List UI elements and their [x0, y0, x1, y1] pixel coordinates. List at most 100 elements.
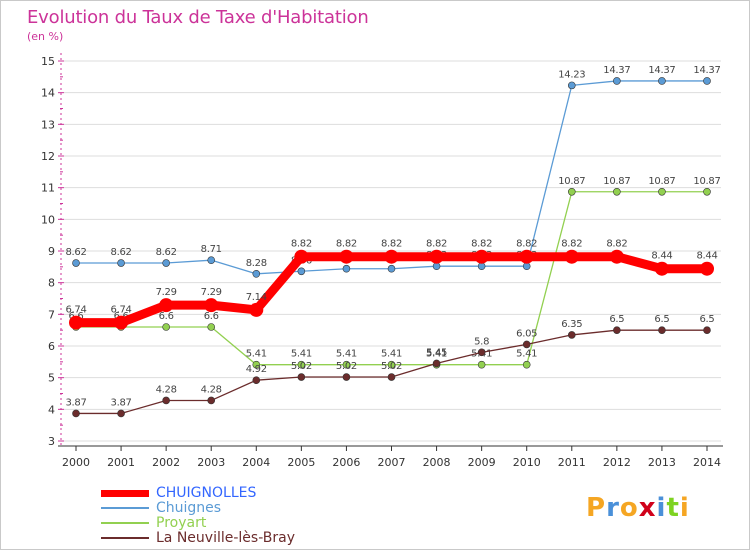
data-point-la-neuville-l-s-bray	[72, 409, 80, 418]
data-label-la-neuville-l-s-bray: 5.02	[381, 361, 402, 372]
logo-letter-r: r	[606, 493, 620, 523]
series-line-proyart	[75, 191, 708, 366]
y-tick-label-13: 13	[41, 118, 55, 131]
data-point-chuignes	[252, 269, 261, 278]
x-tick-label-2013: 2013	[648, 456, 676, 469]
data-point-la-neuville-l-s-bray	[162, 396, 170, 405]
data-point-la-neuville-l-s-bray	[703, 326, 711, 334]
data-point-chuignes	[613, 77, 621, 85]
data-point-proyart	[162, 323, 170, 331]
data-point-la-neuville-l-s-bray	[297, 373, 306, 381]
data-label-la-neuville-l-s-bray: 4.92	[246, 364, 267, 375]
data-point-la-neuville-l-s-bray	[252, 376, 261, 385]
data-point-la-neuville-l-s-bray	[117, 409, 125, 418]
data-point-proyart	[207, 323, 216, 331]
legend-swatch-chuignolles	[101, 490, 149, 497]
x-tick-label-2014: 2014	[693, 456, 721, 469]
data-point-chuignolles	[204, 298, 219, 313]
data-point-la-neuville-l-s-bray	[432, 359, 441, 368]
y-tick-label-9: 9	[48, 245, 55, 258]
data-label-chuignolles: 8.82	[561, 239, 582, 250]
data-point-chuignolles	[474, 249, 489, 264]
x-tick-label-2006: 2006	[332, 456, 360, 469]
data-label-chuignolles: 8.82	[291, 239, 312, 250]
data-point-chuignes	[207, 256, 216, 264]
data-label-proyart: 6.6	[159, 311, 174, 322]
logo-letter-x: x	[638, 493, 657, 523]
data-point-chuignolles	[69, 315, 83, 330]
data-point-chuignolles	[429, 249, 444, 264]
legend-label-chuignolles: CHUIGNOLLES	[156, 485, 257, 501]
data-label-proyart: 10.87	[648, 176, 675, 187]
data-point-chuignolles	[654, 261, 669, 276]
x-tick-label-2011: 2011	[558, 456, 586, 469]
data-point-chuignes	[432, 262, 441, 271]
logo-letter-i1: i	[656, 493, 667, 523]
data-point-chuignolles	[609, 249, 624, 264]
data-label-proyart: 10.87	[558, 176, 585, 187]
data-point-la-neuville-l-s-bray	[613, 326, 621, 334]
data-label-proyart: 5.41	[291, 349, 312, 360]
y-tick-label-10: 10	[41, 213, 55, 226]
chart-subtitle: (en %)	[27, 30, 64, 43]
data-label-la-neuville-l-s-bray: 6.5	[699, 314, 714, 325]
data-point-chuignolles	[249, 302, 264, 317]
data-point-chuignolles	[294, 249, 309, 264]
data-point-chuignolles	[700, 261, 714, 276]
data-point-la-neuville-l-s-bray	[567, 331, 576, 339]
data-label-chuignolles: 8.82	[606, 239, 627, 250]
data-point-chuignes	[522, 262, 531, 271]
data-label-proyart: 6.6	[204, 311, 219, 322]
data-point-chuignes	[72, 259, 80, 267]
data-point-proyart	[522, 360, 531, 369]
data-point-chuignolles	[114, 315, 129, 330]
data-label-la-neuville-l-s-bray: 5.45	[426, 347, 447, 358]
y-tick-label-7: 7	[48, 308, 55, 321]
y-tick-label-12: 12	[41, 150, 55, 163]
data-point-chuignolles	[384, 249, 399, 264]
x-tick-label-2012: 2012	[603, 456, 631, 469]
data-label-chuignolles: 8.82	[516, 239, 537, 250]
x-tick-label-2001: 2001	[107, 456, 135, 469]
data-label-proyart: 5.41	[336, 349, 357, 360]
x-tick-label-2000: 2000	[62, 456, 90, 469]
x-tick-label-2009: 2009	[468, 456, 496, 469]
data-point-chuignolles	[159, 298, 174, 313]
y-tick-label-5: 5	[48, 372, 55, 385]
data-label-la-neuville-l-s-bray: 4.28	[201, 384, 222, 395]
x-tick-label-2007: 2007	[378, 456, 406, 469]
data-point-proyart	[613, 187, 621, 196]
y-tick-label-4: 4	[48, 403, 55, 416]
data-point-chuignolles	[519, 249, 534, 264]
y-tick-label-11: 11	[41, 182, 55, 195]
data-point-chuignes	[703, 77, 711, 85]
data-label-chuignolles: 8.82	[471, 239, 492, 250]
data-label-chuignolles: 8.82	[336, 239, 357, 250]
data-label-proyart: 10.87	[603, 176, 630, 187]
data-label-la-neuville-l-s-bray: 5.8	[474, 336, 489, 347]
data-label-proyart: 5.41	[426, 349, 447, 360]
data-label-chuignolles: 8.82	[426, 239, 447, 250]
legend-label-la-neuville-les-bray: La Neuville-lès-Bray	[156, 530, 295, 546]
data-point-chuignes	[567, 81, 576, 90]
data-label-chuignolles: 8.44	[651, 251, 672, 262]
x-tick-label-2003: 2003	[197, 456, 225, 469]
data-label-chuignes: 14.37	[648, 65, 675, 76]
data-point-proyart	[252, 360, 261, 369]
x-tick-label-2004: 2004	[242, 456, 270, 469]
data-label-chuignolles: 7.29	[201, 287, 222, 298]
data-point-la-neuville-l-s-bray	[207, 396, 216, 405]
data-label-chuignes: 14.37	[603, 65, 630, 76]
data-label-chuignes: 8.28	[246, 258, 267, 269]
data-point-proyart	[658, 187, 666, 196]
data-label-la-neuville-l-s-bray: 3.87	[65, 397, 86, 408]
data-label-chuignes: 8.62	[156, 247, 177, 258]
y-tick-label-6: 6	[48, 340, 55, 353]
x-tick-label-2010: 2010	[513, 456, 541, 469]
data-label-la-neuville-l-s-bray: 5.02	[291, 361, 312, 372]
data-point-proyart	[703, 187, 711, 196]
data-point-chuignolles	[564, 249, 579, 264]
data-point-la-neuville-l-s-bray	[387, 373, 396, 381]
data-point-la-neuville-l-s-bray	[522, 340, 531, 349]
